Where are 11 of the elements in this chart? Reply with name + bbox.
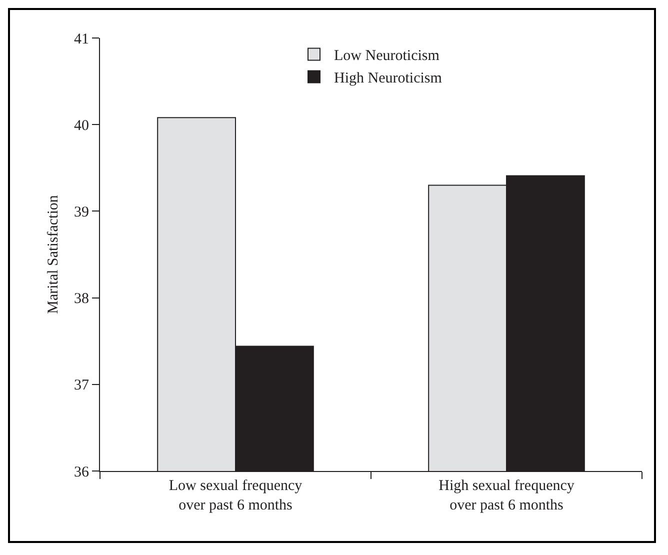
y-tick-label: 39 bbox=[74, 204, 89, 220]
x-tick-label: High sexual frequency over past 6 months bbox=[438, 478, 575, 514]
y-tick-label: 40 bbox=[74, 118, 89, 134]
y-tick-label: 41 bbox=[74, 31, 89, 48]
legend-label: High Neuroticism bbox=[334, 70, 442, 87]
legend-label: Low Neuroticism bbox=[334, 48, 440, 64]
y-tick-label: 36 bbox=[74, 464, 90, 480]
x-tick-label: Low sexual frequency over past 6 months bbox=[168, 478, 303, 514]
y-tick-label: 38 bbox=[74, 291, 89, 308]
y-tick-label: 37 bbox=[74, 378, 90, 394]
y-axis-title: Marital Satisfaction bbox=[45, 194, 62, 314]
